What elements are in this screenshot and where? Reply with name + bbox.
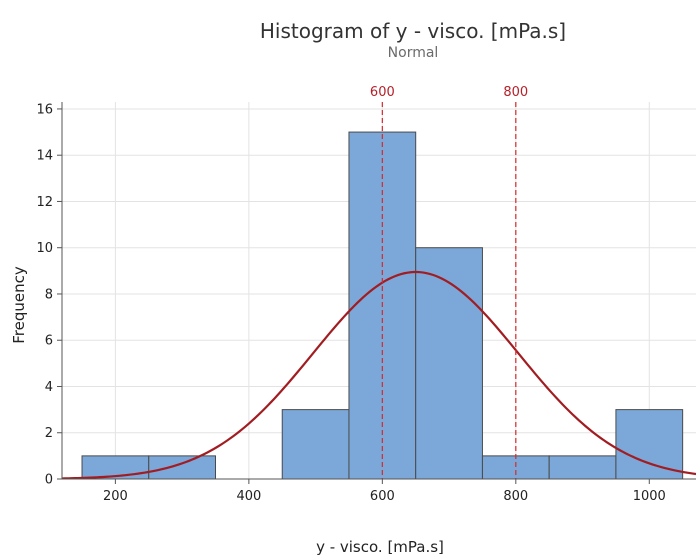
x-tick-label: 200	[103, 489, 128, 504]
histogram-bar	[415, 247, 483, 480]
x-tick-label: 800	[503, 489, 528, 504]
histogram-bar	[548, 455, 617, 480]
x-axis-label: y - visco. [mPa.s]	[316, 538, 444, 556]
chart-subtitle: Normal	[388, 45, 439, 61]
y-tick-label: 6	[45, 334, 53, 349]
y-tick-label: 14	[36, 149, 53, 164]
histogram-bar	[481, 455, 550, 480]
histogram-bars	[81, 131, 684, 480]
y-tick-label: 0	[45, 473, 53, 488]
y-tick-label: 16	[36, 102, 53, 117]
y-tick-label: 12	[36, 195, 53, 210]
histogram-bar	[615, 409, 684, 480]
y-tick-label: 4	[45, 380, 53, 395]
x-tick-label: 600	[370, 489, 395, 504]
histogram-bar	[281, 409, 350, 480]
x-tick-label: 1000	[633, 489, 666, 504]
y-axis-label: Frequency	[10, 266, 28, 344]
y-tick-label: 8	[45, 287, 53, 302]
reference-line-label: 800	[503, 85, 528, 100]
normal-fit-curve	[61, 270, 696, 480]
y-tick-label: 2	[45, 426, 53, 441]
histogram-bar	[148, 455, 216, 480]
normal-fit	[61, 270, 696, 480]
reference-lines: 600 800	[370, 85, 528, 479]
axes: 0 2 4 6 8 10 12 14 16 200 400 600 800 1000	[36, 102, 696, 504]
reference-line-label: 600	[370, 85, 395, 100]
chart-title: Histogram of y - visco. [mPa.s]	[260, 19, 566, 43]
x-tick-label: 400	[236, 489, 261, 504]
y-tick-label: 10	[36, 241, 53, 256]
